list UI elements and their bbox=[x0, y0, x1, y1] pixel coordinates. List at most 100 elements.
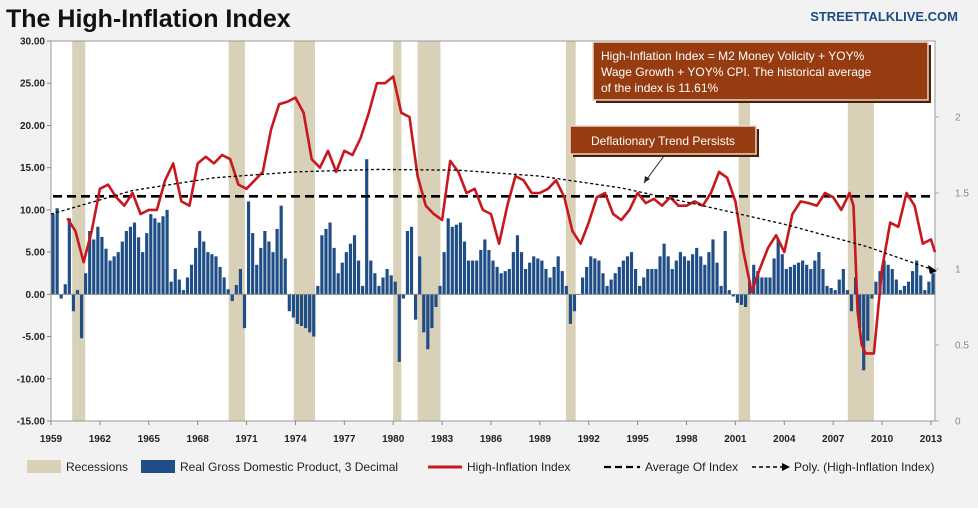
gdp-bar bbox=[454, 224, 458, 295]
gdp-bar bbox=[251, 233, 255, 295]
gdp-bar bbox=[915, 260, 919, 295]
x-tick-label: 1983 bbox=[431, 434, 454, 445]
axes: -15.00 -10.00 -5.00 0.00 5.00 10.00 15.00 20.00… bbox=[17, 37, 970, 446]
gdp-bar bbox=[149, 214, 153, 295]
gdp-bar bbox=[866, 294, 870, 341]
gdp-bar bbox=[491, 260, 495, 295]
gdp-bar bbox=[784, 269, 788, 295]
gdp-bar bbox=[536, 258, 540, 295]
x-tick-label: 1968 bbox=[187, 434, 210, 445]
gdp-bar bbox=[169, 281, 173, 295]
gdp-bar bbox=[633, 269, 638, 295]
gdp-bar bbox=[650, 269, 654, 295]
gdp-bar bbox=[711, 239, 715, 295]
gdp-bar bbox=[365, 159, 369, 295]
gdp-bar bbox=[336, 273, 340, 295]
gdp-bar bbox=[312, 294, 316, 337]
y-left-tick-label: -5.00 bbox=[22, 332, 45, 343]
gdp-bar bbox=[703, 264, 707, 295]
gdp-bar bbox=[483, 239, 487, 295]
gdp-bar bbox=[462, 241, 467, 295]
gdp-bar bbox=[776, 239, 780, 295]
gdp-bar bbox=[809, 269, 813, 295]
gdp-bar bbox=[414, 294, 418, 320]
gdp-bar bbox=[328, 222, 332, 295]
gdp-bar bbox=[185, 277, 190, 295]
gdp-bar bbox=[524, 269, 528, 295]
gdp-bar bbox=[173, 269, 177, 295]
gdp-bar bbox=[401, 294, 405, 299]
gdp-bar bbox=[226, 289, 230, 295]
gdp-bar bbox=[528, 262, 532, 295]
gdp-bar bbox=[153, 218, 157, 295]
x-tick-label: 1980 bbox=[382, 434, 405, 445]
gdp-bar bbox=[124, 231, 128, 295]
gdp-bar bbox=[373, 273, 377, 295]
gdp-bar bbox=[409, 226, 414, 295]
x-tick-label: 2001 bbox=[724, 434, 747, 445]
gdp-bar bbox=[308, 294, 312, 333]
gdp-bar bbox=[532, 256, 536, 295]
gdp-bar bbox=[84, 273, 88, 295]
gdp-bar bbox=[674, 260, 678, 295]
gdp-bar bbox=[393, 281, 397, 295]
gdp-bar bbox=[128, 226, 133, 295]
gdp-bar bbox=[764, 277, 768, 295]
gdp-bar bbox=[621, 260, 625, 295]
gdp-bar bbox=[120, 241, 124, 295]
recession-band bbox=[417, 41, 441, 421]
gdp-bar bbox=[246, 201, 251, 295]
x-tick-label: 1995 bbox=[626, 434, 649, 445]
trend-label: Deflationary Trend Persists bbox=[591, 134, 735, 148]
gdp-bar bbox=[756, 271, 760, 295]
gdp-bar bbox=[666, 256, 670, 295]
x-tick-label: 1986 bbox=[480, 434, 503, 445]
gdp-bar bbox=[442, 252, 446, 295]
gdp-bar bbox=[487, 250, 491, 295]
gdp-bar bbox=[434, 294, 438, 307]
gdp-bar bbox=[112, 256, 116, 295]
gdp-bar bbox=[894, 279, 898, 295]
gdp-bar bbox=[890, 269, 894, 295]
gdp-bar bbox=[919, 275, 923, 295]
gdp-bar bbox=[471, 260, 475, 295]
x-tick-label: 1971 bbox=[235, 434, 258, 445]
gdp-bar bbox=[507, 269, 511, 295]
gdp-bar bbox=[572, 294, 577, 312]
y-right-tick-label: 1 bbox=[955, 265, 961, 276]
gdp-bar bbox=[466, 260, 471, 295]
x-tick-label: 1962 bbox=[89, 434, 112, 445]
gdp-bar bbox=[210, 254, 214, 295]
gdp-bar bbox=[397, 294, 401, 362]
gdp-bar bbox=[862, 294, 866, 371]
gdp-bar bbox=[238, 269, 243, 295]
legend-poly-arrow bbox=[782, 463, 790, 471]
gdp-bar bbox=[646, 269, 650, 295]
gdp-bar bbox=[218, 266, 222, 295]
gdp-bar bbox=[181, 290, 185, 295]
gdp-bar bbox=[898, 290, 902, 295]
gdp-bar bbox=[654, 269, 658, 295]
gdp-bar bbox=[519, 252, 524, 295]
gdp-bar bbox=[88, 231, 92, 295]
annotation-line-1: High-Inflation Index = M2 Money Volicity… bbox=[601, 49, 865, 63]
gdp-bar bbox=[617, 266, 621, 295]
gdp-bar bbox=[801, 260, 805, 295]
gdp-bar bbox=[141, 252, 145, 295]
gdp-bar bbox=[662, 243, 666, 295]
gdp-bar bbox=[377, 285, 381, 295]
gdp-bar bbox=[145, 233, 149, 295]
gdp-bar bbox=[67, 218, 71, 295]
gdp-bar bbox=[735, 294, 740, 303]
gdp-bar bbox=[772, 258, 776, 295]
gdp-bar bbox=[780, 254, 784, 295]
gdp-bar bbox=[385, 269, 389, 295]
gdp-bar bbox=[104, 248, 108, 295]
gdp-bar bbox=[585, 266, 589, 295]
y-left-tick-label: 5.00 bbox=[26, 248, 46, 259]
gdp-bar bbox=[320, 235, 324, 295]
gdp-bar bbox=[515, 235, 520, 295]
x-tick-label: 1974 bbox=[284, 434, 307, 445]
index-line bbox=[66, 75, 937, 355]
